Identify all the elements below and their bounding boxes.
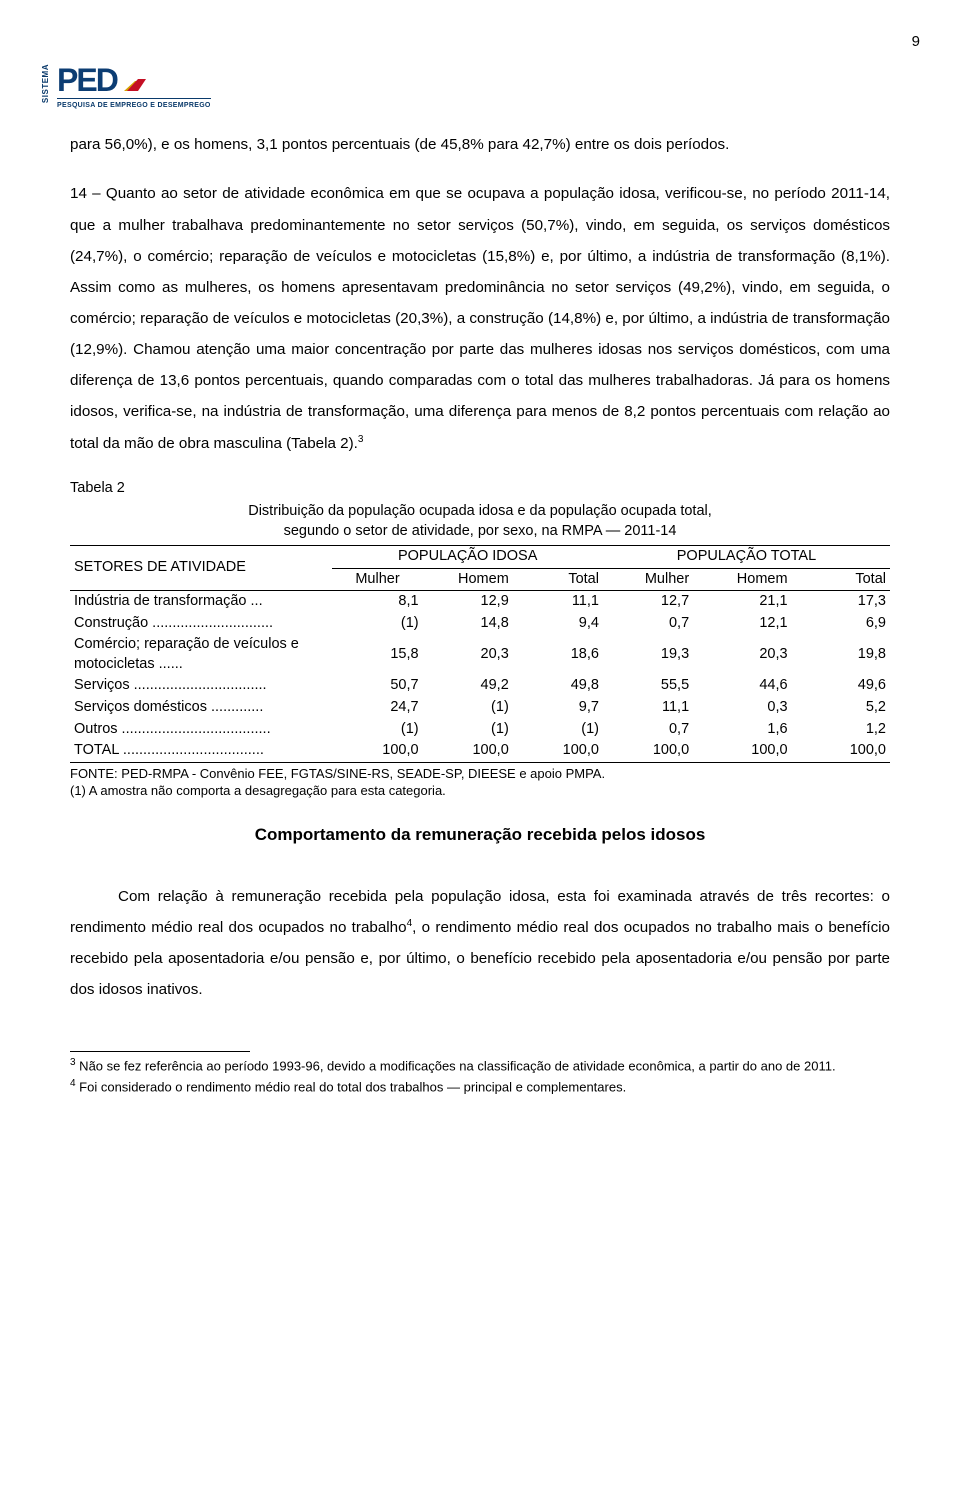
cell-value: 17,3 — [792, 591, 890, 613]
cell-value: 8,1 — [332, 591, 422, 613]
page-number: 9 — [70, 30, 920, 54]
logo-ped-text: PED — [57, 64, 117, 96]
col-homem-1: Homem — [423, 568, 513, 591]
footnote-4-text: Foi considerado o rendimento médio real … — [76, 1079, 627, 1094]
row-header: SETORES DE ATIVIDADE — [70, 546, 332, 591]
paragraph-1: para 56,0%), e os homens, 3,1 pontos per… — [70, 129, 890, 160]
section-heading: Comportamento da remuneração recebida pe… — [70, 821, 890, 848]
cell-value: 100,0 — [693, 740, 791, 762]
table-source: FONTE: PED-RMPA - Convênio FEE, FGTAS/SI… — [70, 766, 890, 783]
table-row: Serviços ...............................… — [70, 675, 890, 697]
table-row: Outros .................................… — [70, 719, 890, 741]
paragraph-3: Com relação à remuneração recebida pela … — [70, 881, 890, 1006]
cell-value: 20,3 — [693, 634, 791, 675]
logo: SISTEMA PED PESQUISA DE EMPREGO E DESEMP… — [40, 64, 890, 111]
row-label: Construção .............................… — [70, 613, 332, 635]
cell-value: 11,1 — [603, 697, 693, 719]
cell-value: 19,8 — [792, 634, 890, 675]
table-label: Tabela 2 — [70, 477, 890, 500]
table-title: Distribuição da população ocupada idosa … — [70, 502, 890, 541]
cell-value: 12,1 — [693, 613, 791, 635]
cell-value: 18,6 — [513, 634, 603, 675]
cell-value: 50,7 — [332, 675, 422, 697]
cell-value: 11,1 — [513, 591, 603, 613]
cell-value: 20,3 — [423, 634, 513, 675]
table-row: Comércio; reparação de veículos e motoci… — [70, 634, 890, 675]
cell-value: 14,8 — [423, 613, 513, 635]
cell-value: (1) — [423, 697, 513, 719]
table-footnote-1: (1) A amostra não comporta a desagregaçã… — [70, 783, 890, 800]
table-title-line1: Distribuição da população ocupada idosa … — [248, 503, 712, 519]
table-row: TOTAL ..................................… — [70, 740, 890, 762]
row-label: TOTAL ..................................… — [70, 740, 332, 762]
table-2: Tabela 2 Distribuição da população ocupa… — [70, 477, 890, 800]
row-label: Serviços ...............................… — [70, 675, 332, 697]
cell-value: 0,3 — [693, 697, 791, 719]
cell-value: 49,8 — [513, 675, 603, 697]
footnote-ref-3: 3 — [358, 434, 364, 445]
cell-value: 100,0 — [423, 740, 513, 762]
footnote-3: 3 Não se fez referência ao período 1993-… — [70, 1056, 890, 1075]
col-group-idosa: POPULAÇÃO IDOSA — [332, 546, 603, 569]
cell-value: 9,4 — [513, 613, 603, 635]
col-mulher-2: Mulher — [603, 568, 693, 591]
cell-value: 49,2 — [423, 675, 513, 697]
cell-value: 15,8 — [332, 634, 422, 675]
cell-value: (1) — [513, 719, 603, 741]
row-label: Comércio; reparação de veículos e motoci… — [70, 634, 332, 675]
cell-value: (1) — [423, 719, 513, 741]
cell-value: (1) — [332, 613, 422, 635]
footnote-4: 4 Foi considerado o rendimento médio rea… — [70, 1077, 890, 1096]
table-row: Indústria de transformação ...8,112,911,… — [70, 591, 890, 613]
cell-value: 1,6 — [693, 719, 791, 741]
cell-value: 49,6 — [792, 675, 890, 697]
cell-value: 1,2 — [792, 719, 890, 741]
col-total-2: Total — [792, 568, 890, 591]
cell-value: 19,3 — [603, 634, 693, 675]
cell-value: 100,0 — [513, 740, 603, 762]
logo-subtitle: PESQUISA DE EMPREGO E DESEMPREGO — [57, 98, 211, 111]
footnote-separator — [70, 1051, 250, 1052]
cell-value: 55,5 — [603, 675, 693, 697]
cell-value: 44,6 — [693, 675, 791, 697]
cell-value: 0,7 — [603, 613, 693, 635]
cell-value: 12,7 — [603, 591, 693, 613]
logo-sistema-text: SISTEMA — [40, 64, 53, 103]
paragraph-2-text: 14 – Quanto ao setor de atividade econôm… — [70, 185, 890, 451]
col-mulher-1: Mulher — [332, 568, 422, 591]
cell-value: 24,7 — [332, 697, 422, 719]
col-group-total: POPULAÇÃO TOTAL — [603, 546, 890, 569]
table-notes: FONTE: PED-RMPA - Convênio FEE, FGTAS/SI… — [70, 766, 890, 800]
footnote-3-text: Não se fez referência ao período 1993-96… — [76, 1059, 836, 1074]
cell-value: 6,9 — [792, 613, 890, 635]
cell-value: 100,0 — [332, 740, 422, 762]
cell-value: 100,0 — [603, 740, 693, 762]
cell-value: 21,1 — [693, 591, 791, 613]
cell-value: 9,7 — [513, 697, 603, 719]
cell-value: 100,0 — [792, 740, 890, 762]
paragraph-2: 14 – Quanto ao setor de atividade econôm… — [70, 178, 890, 458]
cell-value: (1) — [332, 719, 422, 741]
footnotes: 3 Não se fez referência ao período 1993-… — [70, 1056, 890, 1096]
col-homem-2: Homem — [693, 568, 791, 591]
arrow-icon — [121, 67, 147, 93]
data-table: SETORES DE ATIVIDADE POPULAÇÃO IDOSA POP… — [70, 545, 890, 763]
row-label: Serviços domésticos ............. — [70, 697, 332, 719]
table-row: Serviços domésticos .............24,7(1)… — [70, 697, 890, 719]
cell-value: 12,9 — [423, 591, 513, 613]
col-total-1: Total — [513, 568, 603, 591]
table-row: Construção .............................… — [70, 613, 890, 635]
row-label: Outros .................................… — [70, 719, 332, 741]
cell-value: 0,7 — [603, 719, 693, 741]
table-title-line2: segundo o setor de atividade, por sexo, … — [284, 523, 677, 539]
row-label: Indústria de transformação ... — [70, 591, 332, 613]
cell-value: 5,2 — [792, 697, 890, 719]
